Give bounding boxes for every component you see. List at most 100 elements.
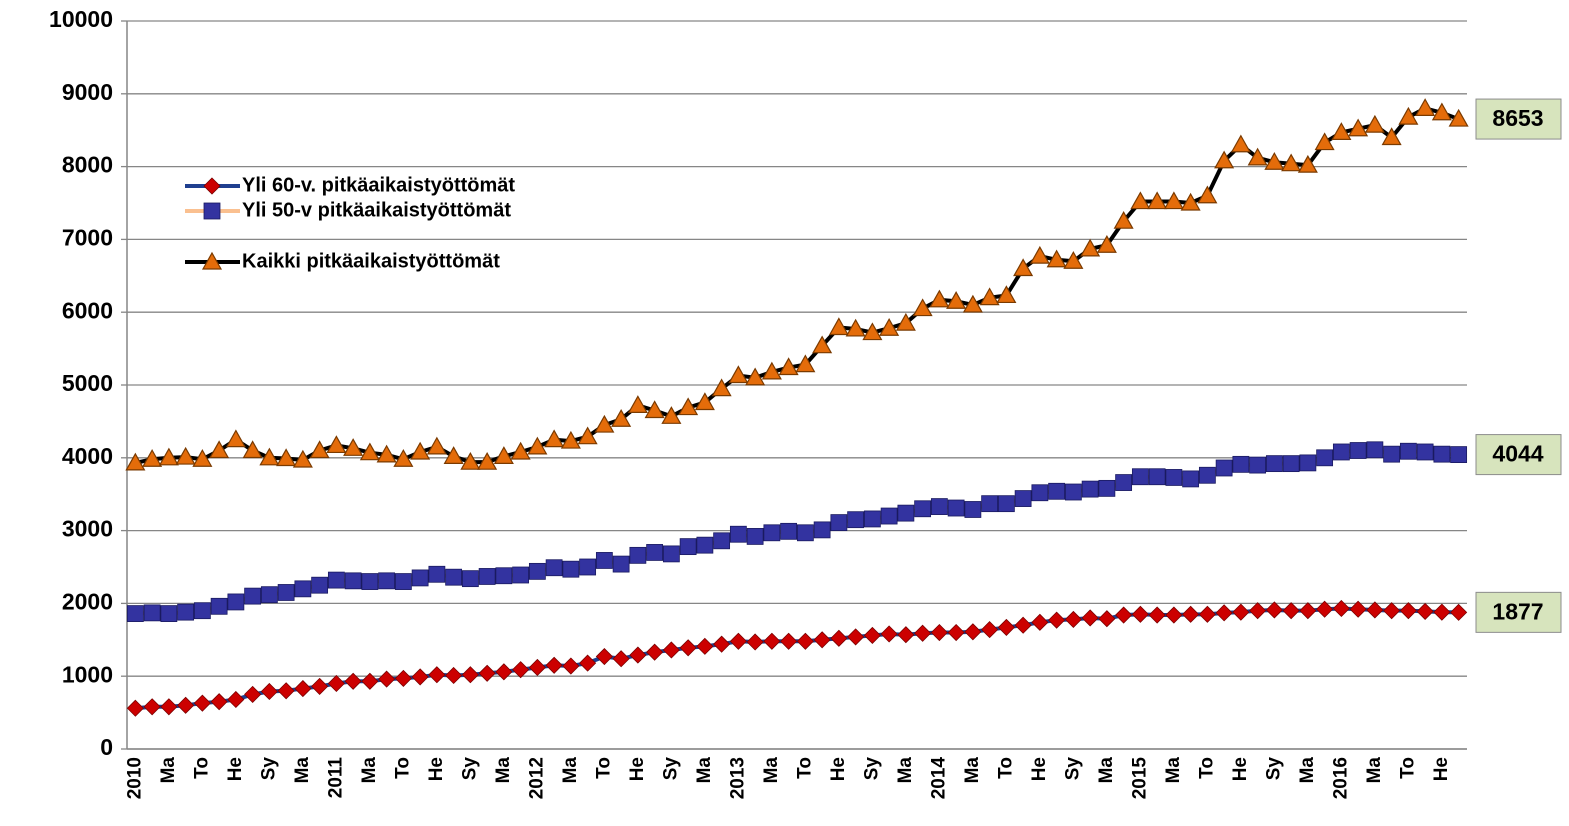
marker-diamond [981,621,999,639]
marker-square [612,555,630,573]
y-tick-label: 4000 [62,443,113,469]
y-tick-label: 3000 [62,516,113,542]
marker-triangle [795,354,816,373]
marker-square [143,604,161,622]
marker-diamond [1215,604,1233,622]
marker-triangle [225,429,246,448]
x-tick-label: He [1230,757,1251,781]
marker-triangle [979,287,1000,306]
marker-diamond [277,682,295,700]
marker-triangle [292,449,313,468]
marker-diamond [344,672,362,690]
marker-triangle [996,285,1017,304]
marker-diamond [203,177,221,195]
marker-square [662,545,680,563]
marker-square [177,603,195,621]
y-tick-label: 6000 [62,297,113,323]
marker-triangle [142,449,163,467]
x-tick-label: Ma [359,757,380,784]
x-tick-label: Ma [158,757,179,784]
marker-diamond [1048,611,1066,629]
x-tick-label: Ma [292,757,313,784]
x-tick-label: Ma [962,757,983,784]
marker-square [1081,480,1099,498]
x-tick-label: He [1431,757,1452,781]
marker-diamond [478,664,496,682]
marker-triangle [175,446,196,465]
x-tick-label: He [828,757,849,781]
marker-triangle [1013,258,1034,277]
marker-diamond [629,646,647,664]
marker-square [1399,442,1417,460]
marker-square [1182,470,1200,488]
marker-square [579,558,597,576]
marker-triangle [343,438,364,456]
end-label: 8653 [1492,105,1543,131]
marker-square [847,511,865,529]
marker-triangle [426,436,447,455]
marker-triangle [1348,118,1369,137]
marker-diamond [646,643,664,661]
marker-triangle [678,397,699,416]
marker-diamond [1148,606,1166,624]
marker-square [1115,474,1133,491]
marker-triangle [259,447,280,466]
marker-square [512,566,530,584]
marker-triangle [242,440,263,459]
marker-triangle [778,357,799,376]
marker-triangle [1281,153,1302,172]
x-tick-label: 2014 [928,757,949,800]
marker-diamond [847,628,865,646]
marker-triangle [1398,106,1419,125]
marker-triangle [192,449,213,467]
marker-triangle [1180,192,1201,211]
end-label-box [1475,591,1562,633]
marker-square [461,570,479,588]
marker-square [646,544,664,561]
marker-triangle [359,442,380,461]
marker-triangle [510,441,531,460]
marker-triangle [376,444,397,463]
marker-square [478,568,496,585]
marker-square [495,567,513,585]
marker-diamond [562,657,580,675]
marker-square [1416,443,1434,461]
x-tick-label: He [627,757,648,781]
marker-triangle [845,318,866,337]
x-tick-label: To [995,757,1016,779]
y-tick-label: 0 [100,734,113,760]
marker-diamond [830,629,848,647]
x-tick-label: To [794,757,815,779]
marker-square [1215,459,1233,477]
marker-triangle [661,406,682,424]
marker-triangle [946,291,967,309]
x-tick-label: 2012 [526,757,547,799]
marker-square [863,510,881,528]
marker-diamond [1416,602,1434,620]
marker-square [897,504,915,522]
marker-diamond [696,637,714,655]
x-tick-label: Ma [560,757,581,784]
marker-triangle [560,430,581,449]
marker-triangle [1029,245,1050,264]
x-tick-label: Sy [1062,757,1083,781]
marker-square [914,500,932,518]
end-label: 1877 [1492,598,1543,624]
marker-diamond [1433,603,1451,621]
marker-diamond [294,680,312,698]
marker-square [696,536,714,554]
marker-square [1098,479,1116,497]
marker-diamond [1098,610,1116,628]
marker-diamond [495,663,513,681]
marker-diamond [1450,603,1468,621]
marker-square [562,560,580,578]
marker-diamond [193,694,211,712]
marker-triangle [711,378,732,397]
marker-square [327,571,345,589]
marker-diamond [947,623,965,642]
marker-square [260,586,278,604]
marker-square [277,584,295,601]
marker-square [210,597,228,615]
marker-triangle [1113,210,1134,229]
marker-diamond [394,669,412,687]
